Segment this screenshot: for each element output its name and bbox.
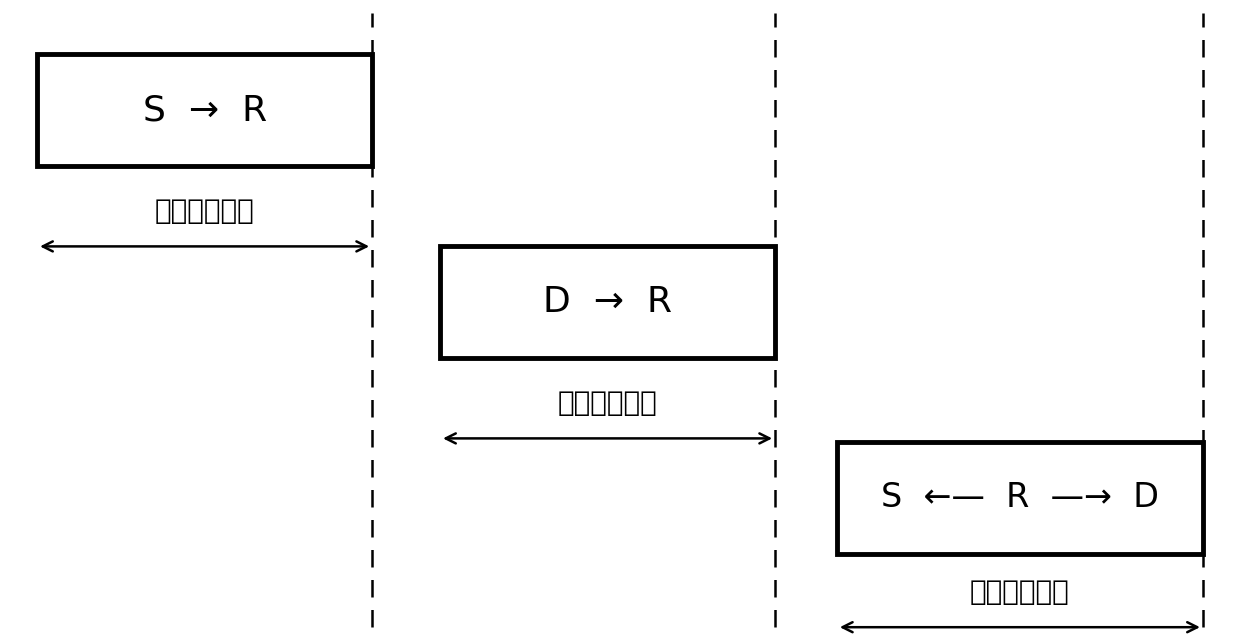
Bar <box>837 442 1203 554</box>
Text: D  →  R: D → R <box>543 285 672 319</box>
Text: S  ←—  R  —→  D: S ←— R —→ D <box>880 481 1159 514</box>
Text: 第三传输阶段: 第三传输阶段 <box>970 578 1070 606</box>
Text: 第二传输阶段: 第二传输阶段 <box>558 389 657 417</box>
Bar <box>37 54 372 166</box>
Text: S  →  R: S → R <box>143 93 267 127</box>
Bar <box>440 246 775 358</box>
Text: 第一传输阶段: 第一传输阶段 <box>155 197 254 225</box>
